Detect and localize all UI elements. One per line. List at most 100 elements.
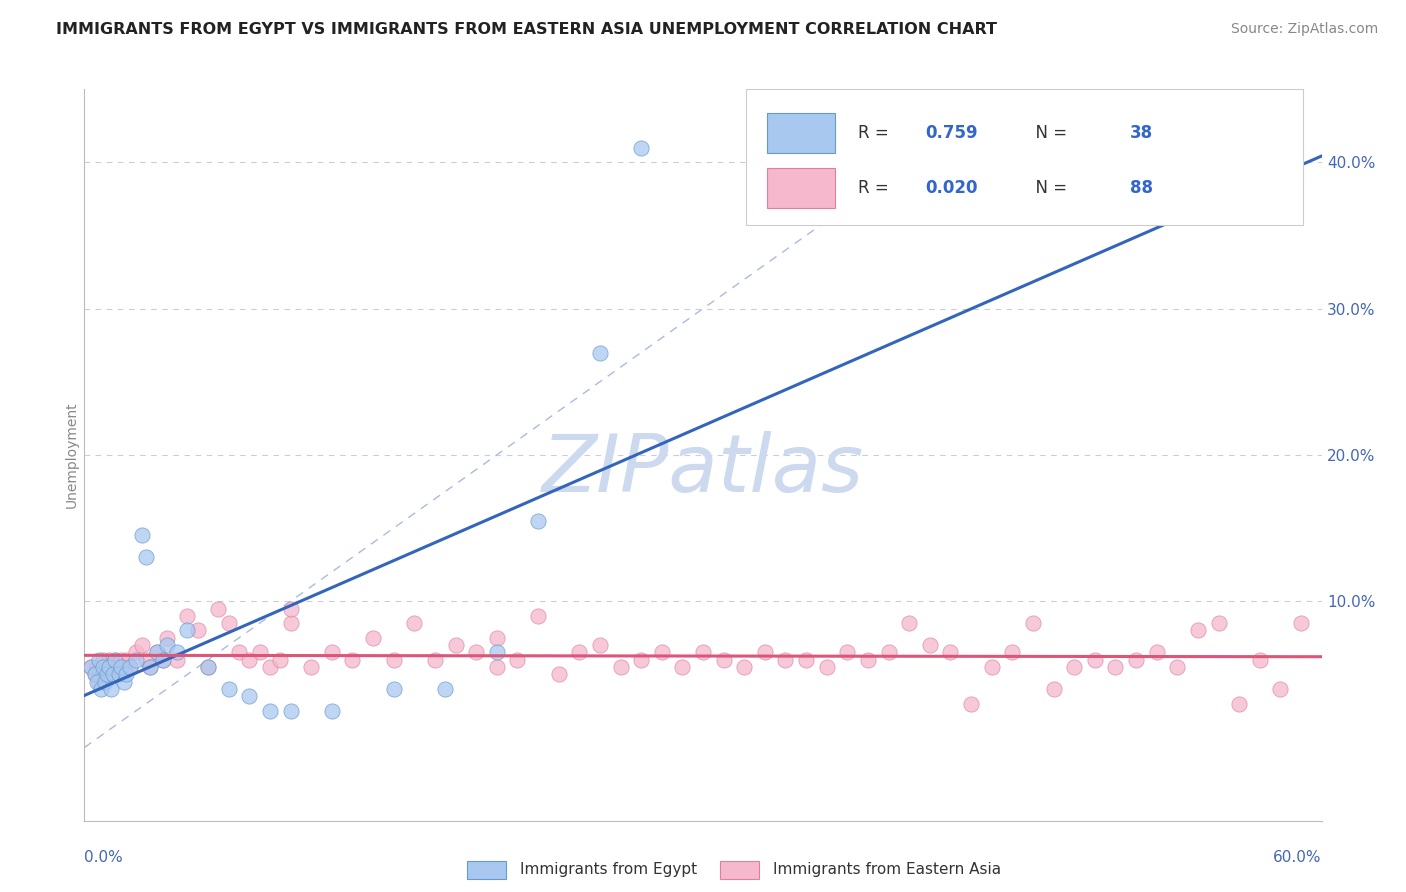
Point (1063, 660, 1085, 674)
Point (960, 697, 983, 711)
Point (207, 601, 229, 615)
Point (94, 674, 117, 689)
Point (651, 645, 673, 659)
Point (1187, 624, 1209, 638)
Point (86, 674, 108, 689)
Point (794, 653, 817, 667)
Point (1104, 660, 1126, 674)
Point (197, 660, 219, 674)
Point (269, 653, 291, 667)
Text: 0.020: 0.020 (925, 179, 979, 197)
Point (1227, 697, 1250, 711)
Point (754, 645, 776, 659)
Point (280, 601, 302, 615)
Point (176, 608, 198, 623)
Point (506, 653, 529, 667)
Point (114, 653, 136, 667)
FancyBboxPatch shape (768, 113, 835, 153)
Point (775, 653, 797, 667)
Text: 0.0%: 0.0% (84, 850, 124, 865)
Point (1208, 616, 1230, 631)
Point (877, 645, 900, 659)
Point (114, 667, 136, 681)
Point (218, 616, 240, 631)
Point (87, 653, 110, 667)
Text: 38: 38 (1130, 124, 1153, 142)
Point (342, 653, 364, 667)
Point (299, 660, 322, 674)
Point (135, 653, 157, 667)
Text: 88: 88 (1130, 179, 1153, 197)
Point (485, 660, 508, 674)
Point (918, 638, 941, 652)
Point (434, 681, 457, 696)
Point (218, 681, 240, 696)
Point (1166, 660, 1188, 674)
FancyBboxPatch shape (768, 168, 835, 208)
Text: N =: N = (1025, 124, 1071, 142)
Point (112, 660, 135, 674)
Point (939, 645, 962, 659)
Point (1125, 653, 1147, 667)
Point (485, 645, 508, 659)
Point (91, 653, 114, 667)
Point (1001, 645, 1024, 659)
Point (485, 631, 508, 645)
Point (100, 667, 122, 681)
Point (156, 631, 179, 645)
Point (187, 624, 209, 638)
Point (118, 660, 141, 674)
Point (423, 653, 446, 667)
Point (1249, 653, 1271, 667)
Point (280, 616, 302, 631)
Point (630, 653, 652, 667)
Point (87, 674, 110, 689)
Point (104, 653, 127, 667)
Text: N =: N = (1025, 179, 1071, 197)
Point (249, 645, 271, 659)
Text: Source: ZipAtlas.com: Source: ZipAtlas.com (1230, 22, 1378, 37)
Point (139, 660, 162, 674)
Text: R =: R = (858, 179, 894, 197)
Point (90, 681, 112, 696)
Point (815, 660, 838, 674)
Point (238, 690, 260, 704)
Point (837, 645, 859, 659)
Point (104, 653, 127, 667)
Point (83, 667, 105, 681)
Point (125, 653, 148, 667)
Point (86, 660, 108, 674)
Point (131, 528, 153, 542)
Point (361, 631, 384, 645)
Point (176, 624, 198, 638)
FancyBboxPatch shape (747, 89, 1303, 225)
Point (91, 660, 114, 674)
Point (100, 681, 122, 696)
Text: R =: R = (858, 124, 894, 142)
Point (98, 653, 121, 667)
Point (98, 660, 121, 674)
Point (90, 660, 112, 674)
Point (589, 345, 612, 359)
Point (131, 638, 153, 652)
Point (1289, 616, 1312, 631)
Point (125, 645, 148, 659)
Point (444, 638, 467, 652)
Point (527, 514, 550, 528)
Point (589, 638, 612, 652)
Point (1146, 645, 1168, 659)
Text: 60.0%: 60.0% (1274, 850, 1322, 865)
Point (404, 616, 426, 631)
Point (110, 660, 132, 674)
Point (382, 653, 405, 667)
Point (166, 645, 188, 659)
Y-axis label: Unemployment: Unemployment (65, 401, 79, 508)
Point (103, 667, 125, 681)
Point (108, 667, 131, 681)
Point (527, 608, 550, 623)
Point (856, 653, 879, 667)
Point (609, 660, 631, 674)
Point (145, 645, 167, 659)
Point (135, 550, 157, 565)
Point (547, 667, 569, 681)
